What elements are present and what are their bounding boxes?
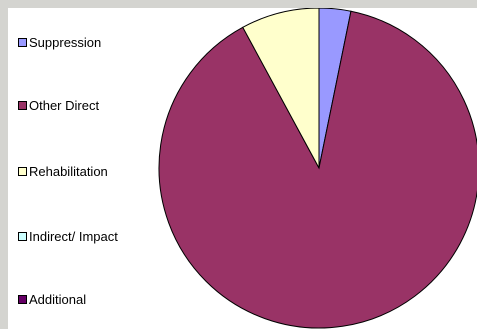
pie-chart — [158, 8, 477, 329]
legend-swatch-other-direct — [18, 100, 27, 110]
legend-item-additional: Additional — [18, 291, 86, 307]
legend-item-suppression: Suppression — [18, 34, 101, 50]
legend-label-suppression: Suppression — [29, 34, 102, 50]
legend: Suppression Other Direct Rehabilitation … — [18, 8, 178, 329]
legend-swatch-indirect-impact — [18, 231, 27, 241]
legend-swatch-rehabilitation — [18, 166, 27, 176]
chart-area: Suppression Other Direct Rehabilitation … — [8, 8, 477, 329]
legend-item-other-direct: Other Direct — [18, 97, 99, 113]
legend-label-indirect-impact: Indirect/ Impact — [29, 228, 118, 244]
legend-label-other-direct: Other Direct — [29, 97, 100, 113]
legend-swatch-additional — [18, 294, 27, 304]
pie-slice-other-direct — [158, 10, 477, 329]
legend-swatch-suppression — [18, 37, 27, 47]
legend-item-indirect-impact: Indirect/ Impact — [18, 228, 118, 244]
legend-item-rehabilitation: Rehabilitation — [18, 163, 108, 179]
legend-label-additional: Additional — [29, 291, 87, 307]
pie-slice-rehabilitation — [242, 8, 320, 169]
legend-label-rehabilitation: Rehabilitation — [29, 163, 108, 179]
